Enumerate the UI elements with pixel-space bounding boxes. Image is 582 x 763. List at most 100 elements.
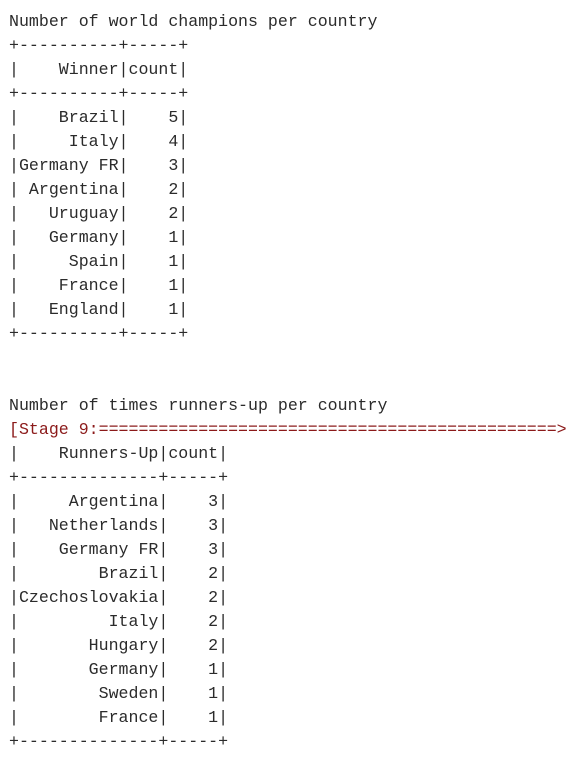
separator: | [218, 588, 229, 607]
cell: 1 [208, 660, 219, 679]
table-row: | England| 1| [9, 298, 567, 322]
separator: | [9, 660, 19, 679]
table-row: |Czechoslovakia| 2| [9, 586, 567, 610]
table-row: | Germany| 1| [9, 658, 567, 682]
separator: | [9, 204, 19, 223]
separator: | [9, 444, 19, 463]
cell: Runners-Up [58, 444, 159, 463]
separator: | [178, 156, 189, 175]
separator: | [9, 636, 19, 655]
cell: 3 [208, 516, 219, 535]
cell: Italy [108, 612, 159, 631]
table-row: | Italy| 4| [9, 130, 567, 154]
separator: | [118, 132, 129, 151]
separator: | [118, 204, 129, 223]
blank-line [9, 370, 567, 394]
table-border: +--------------+-----+ [9, 468, 229, 487]
cell: England [48, 300, 119, 319]
separator: | [9, 156, 19, 175]
separator: | [118, 60, 129, 79]
separator: | [218, 684, 229, 703]
separator: | [9, 180, 19, 199]
cell: Argentina [68, 492, 159, 511]
table-row: |Germany FR|3| [9, 154, 567, 178]
cell: Uruguay [48, 204, 119, 223]
cell: 2 [208, 564, 219, 583]
separator: | [9, 540, 19, 559]
table-row: | Uruguay| 2| [9, 202, 567, 226]
cell: 1 [168, 276, 179, 295]
separator: | [218, 444, 229, 463]
separator: | [9, 516, 19, 535]
cell: Winner [58, 60, 119, 79]
cell: Czechoslovakia [18, 588, 159, 607]
separator: | [178, 132, 189, 151]
cell: Germany FR [18, 156, 119, 175]
table-row: | Argentina| 2| [9, 178, 567, 202]
separator: | [218, 492, 229, 511]
cell: 4 [168, 132, 179, 151]
table-row: | Brazil| 2| [9, 562, 567, 586]
separator: | [178, 204, 189, 223]
separator: | [9, 588, 19, 607]
cell: Germany [48, 228, 119, 247]
separator: | [9, 612, 19, 631]
cell: 1 [208, 684, 219, 703]
separator: | [118, 180, 129, 199]
table-border: +----------+-----+ [9, 36, 189, 55]
cell: Argentina [28, 180, 119, 199]
cell: 3 [208, 540, 219, 559]
separator: | [178, 60, 189, 79]
section-title: Number of times runners-up per country [9, 396, 388, 415]
table-row: | Sweden| 1| [9, 682, 567, 706]
cell: count [168, 444, 219, 463]
cell: 1 [168, 228, 179, 247]
separator: | [158, 708, 169, 727]
table-row: | Argentina| 3| [9, 490, 567, 514]
separator: | [218, 564, 229, 583]
separator: | [118, 228, 129, 247]
separator: | [178, 252, 189, 271]
table-row: |Germany FR|3| [9, 538, 567, 562]
cell: France [58, 276, 119, 295]
cell: 2 [168, 204, 179, 223]
cell: count [128, 60, 179, 79]
cell: France [98, 708, 159, 727]
table-row: | Spain| 1| [9, 250, 567, 274]
cell: 3 [208, 492, 219, 511]
table-row: | Germany| 1| [9, 226, 567, 250]
table-row: | Brazil| 5| [9, 106, 567, 130]
cell: Sweden [98, 684, 159, 703]
separator: | [218, 708, 229, 727]
cell: 2 [208, 612, 219, 631]
separator: | [158, 636, 169, 655]
separator: | [9, 60, 19, 79]
separator: | [118, 276, 129, 295]
separator: | [158, 660, 169, 679]
separator: | [9, 132, 19, 151]
separator: | [9, 564, 19, 583]
cell: Italy [68, 132, 119, 151]
cell: 1 [168, 252, 179, 271]
table-row: | France| 1| [9, 706, 567, 730]
cell: 3 [168, 156, 179, 175]
table-row: | France| 1| [9, 274, 567, 298]
cell: 2 [168, 180, 179, 199]
separator: | [9, 684, 19, 703]
separator: | [9, 276, 19, 295]
separator: | [118, 156, 129, 175]
separator: | [178, 108, 189, 127]
console-output: Number of world champions per country +--… [9, 10, 567, 754]
separator: | [178, 228, 189, 247]
separator: | [158, 684, 169, 703]
separator: | [158, 492, 169, 511]
separator: | [118, 108, 129, 127]
separator: | [9, 252, 19, 271]
cell: 1 [208, 708, 219, 727]
cell: Germany FR [58, 540, 159, 559]
separator: | [178, 300, 189, 319]
cell: Brazil [98, 564, 159, 583]
separator: | [158, 444, 169, 463]
cell: 1 [168, 300, 179, 319]
table-border: +----------+-----+ [9, 324, 189, 343]
